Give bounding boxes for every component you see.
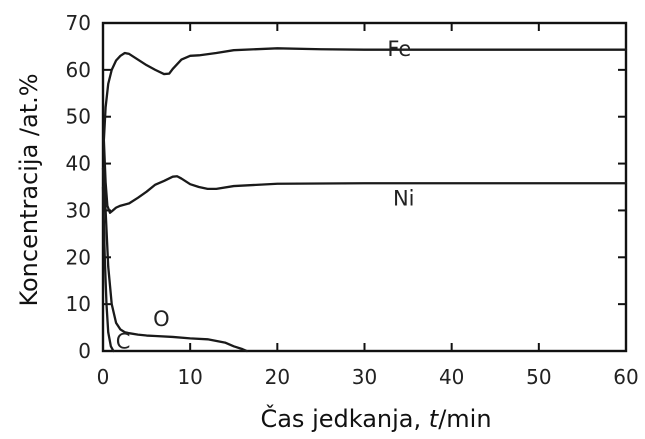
series-layer	[101, 47, 628, 353]
x-tick-label-6: 60	[613, 365, 638, 389]
x-axis-label-part-1: Čas jedkanja,	[260, 403, 428, 433]
plot-frame	[101, 21, 628, 353]
annotation-layer: Fe Ni OC	[116, 37, 415, 354]
series-label-fe: Fe	[387, 37, 411, 61]
x-tick-label-2: 20	[265, 365, 290, 389]
series-line-c	[101, 185, 115, 353]
x-axis-ticks: 0 10 20 30 40 50 60	[97, 23, 639, 389]
y-axis-label: Koncentracija /at.%	[15, 73, 43, 306]
x-axis-label-part-2: t	[429, 405, 440, 433]
series-label-ni: Ni	[393, 187, 415, 211]
x-axis-label: Čas jedkanja, t/min	[260, 403, 491, 433]
series-line-o	[101, 167, 248, 353]
y-tick-label-0: 0	[78, 339, 91, 363]
x-tick-label-1: 10	[177, 365, 202, 389]
y-tick-label-7: 70	[66, 11, 91, 35]
y-tick-label-6: 60	[66, 58, 91, 82]
y-axis-ticks: 0 10 20 30 40 50 60 70	[66, 11, 626, 363]
x-tick-label-5: 50	[526, 365, 551, 389]
x-axis-label-part-3: /min	[438, 405, 491, 433]
x-tick-label-4: 40	[439, 365, 464, 389]
series-label-c: C	[116, 330, 131, 354]
y-tick-label-3: 30	[66, 198, 91, 222]
y-tick-label-2: 20	[66, 245, 91, 269]
x-tick-label-0: 0	[97, 365, 110, 389]
series-line-ni	[102, 138, 628, 214]
y-tick-label-1: 10	[66, 292, 91, 316]
series-label-o: O	[153, 307, 170, 331]
x-tick-label-3: 30	[352, 365, 377, 389]
y-tick-label-4: 40	[66, 152, 91, 176]
y-tick-label-5: 50	[66, 105, 91, 129]
series-line-fe	[102, 47, 628, 142]
